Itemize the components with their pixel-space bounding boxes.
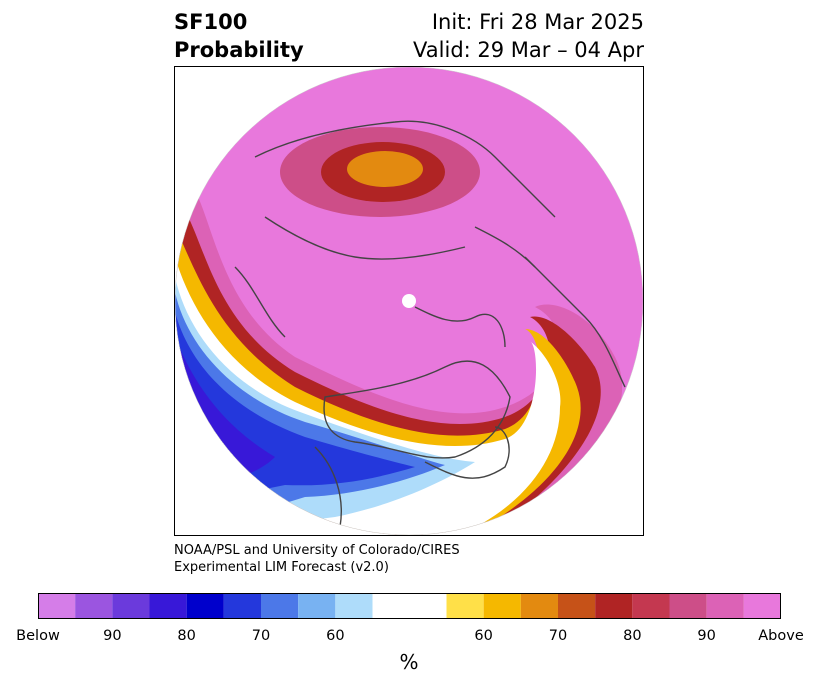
colorbar-tick-label: 60 — [474, 628, 493, 644]
colorbar-swatch — [669, 593, 707, 619]
colorbar-tick-label: 80 — [623, 628, 642, 644]
colorbar-tick-label: 70 — [548, 628, 568, 644]
credit-text: NOAA/PSL and University of Colorado/CIRE… — [174, 542, 460, 576]
variable-kind: Probability — [174, 38, 304, 62]
above-cell-core — [347, 151, 423, 187]
colorbar-tick-label: Below — [16, 628, 60, 644]
coastlines — [234, 120, 626, 528]
colorbar-swatch — [632, 593, 670, 619]
colorbar-swatch — [520, 593, 558, 619]
credit-line-2: Experimental LIM Forecast (v2.0) — [174, 560, 389, 575]
map-title: SF100 Probability — [174, 8, 304, 64]
colorbar-unit: % — [399, 650, 419, 674]
colorbar-swatch — [595, 593, 633, 619]
colorbar-swatch — [743, 593, 781, 619]
colorbar-swatch — [149, 593, 187, 619]
colorbar-swatch — [38, 593, 76, 619]
colorbar-border — [38, 593, 781, 619]
pole-mask — [402, 294, 416, 308]
colorbar-tick-label: 60 — [326, 628, 345, 644]
colorbar-swatch — [372, 593, 447, 619]
credit-line-1: NOAA/PSL and University of Colorado/CIRE… — [174, 543, 460, 558]
map-panel — [174, 66, 644, 536]
colorbar-swatches — [38, 593, 781, 619]
forecast-dates: Init: Fri 28 Mar 2025 Valid: 29 Mar – 04… — [413, 8, 644, 64]
colorbar-swatch — [335, 593, 373, 619]
polar-map — [175, 67, 643, 535]
colorbar-swatch — [558, 593, 596, 619]
valid-period: Valid: 29 Mar – 04 Apr — [413, 38, 644, 62]
colorbar-swatch — [186, 593, 224, 619]
colorbar-tick-label: 90 — [697, 628, 716, 644]
colorbar-tick-label: 80 — [177, 628, 196, 644]
colorbar — [38, 593, 781, 619]
colorbar-swatch — [446, 593, 484, 619]
colorbar-swatch — [298, 593, 336, 619]
colorbar-swatch — [75, 593, 113, 619]
colorbar-tick-label: 90 — [103, 628, 122, 644]
colorbar-tick-label: 70 — [251, 628, 271, 644]
colorbar-swatch — [483, 593, 521, 619]
variable-name: SF100 — [174, 10, 248, 34]
colorbar-tick-label: Above — [758, 628, 804, 644]
init-date: Init: Fri 28 Mar 2025 — [431, 10, 644, 34]
colorbar-swatch — [706, 593, 744, 619]
colorbar-swatch — [223, 593, 261, 619]
colorbar-swatch — [261, 593, 299, 619]
colorbar-swatch — [112, 593, 150, 619]
